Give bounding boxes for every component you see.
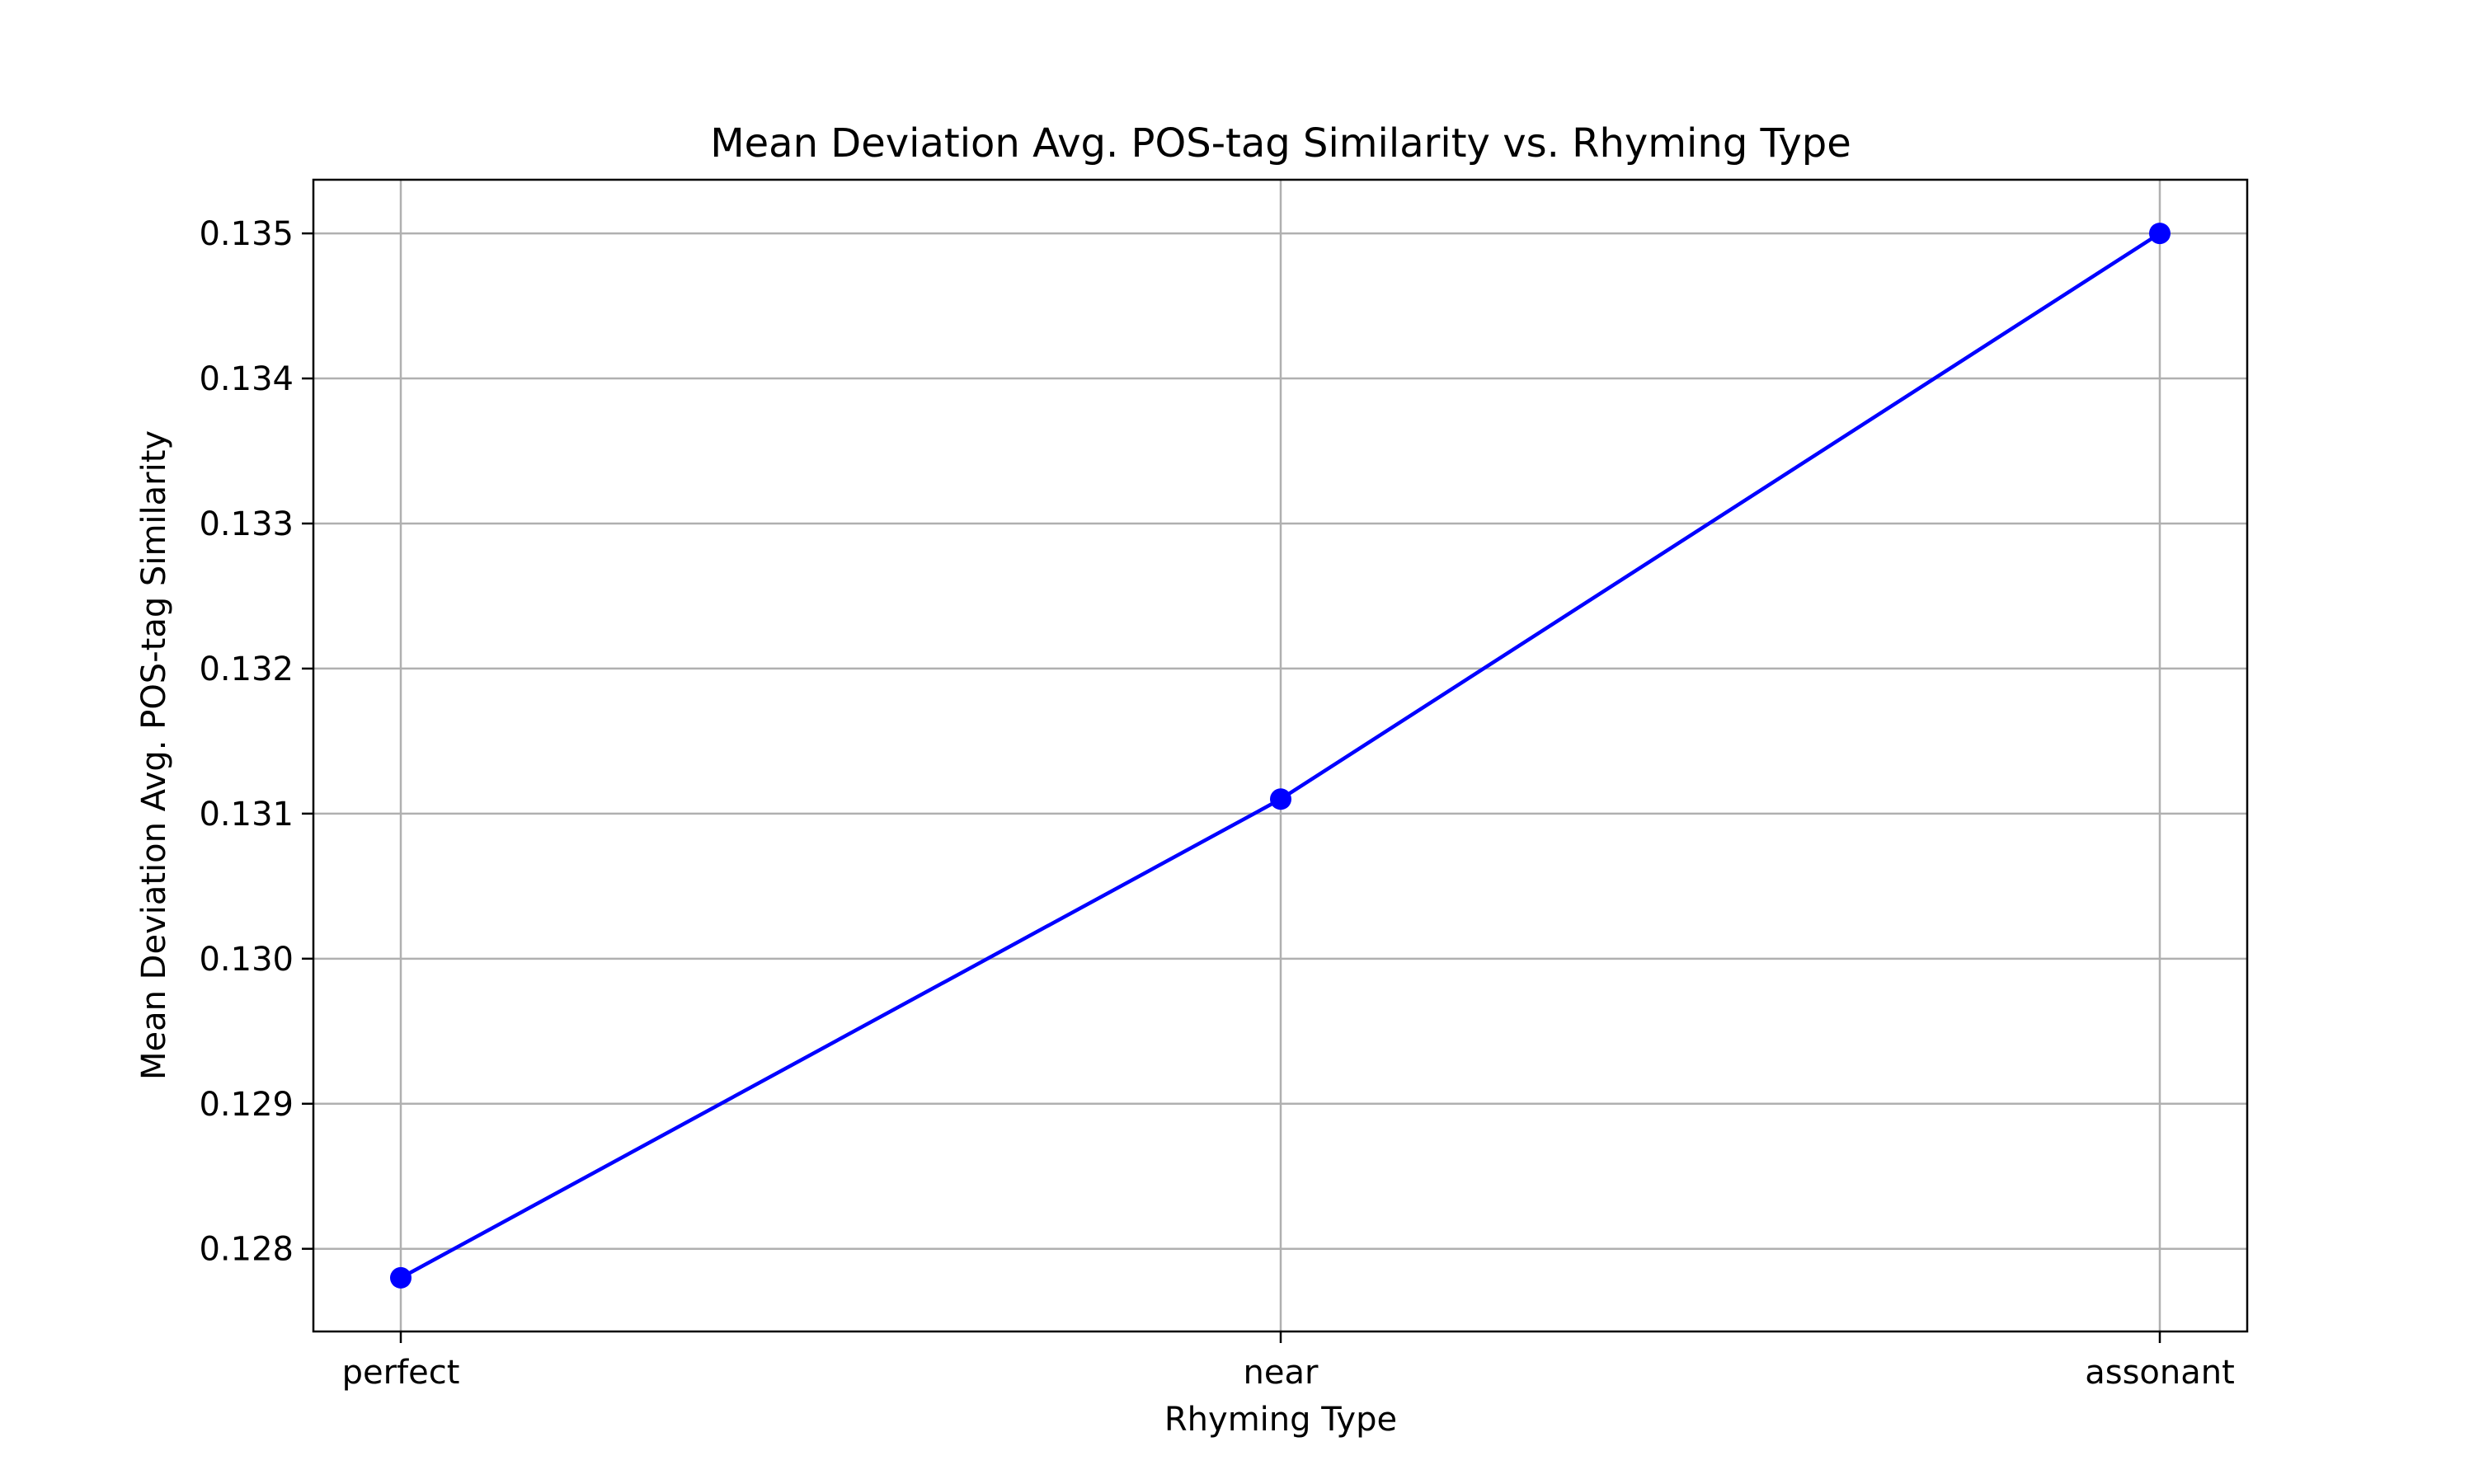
y-tick-label: 0.132 [199,650,294,688]
x-axis-label: Rhyming Type [1164,1401,1397,1439]
y-tick-label: 0.134 [199,360,294,398]
y-tick-label: 0.128 [199,1231,294,1269]
data-point-assonant [2149,223,2171,245]
chart-title: Mean Deviation Avg. POS-tag Similarity v… [710,120,1851,167]
y-tick-label: 0.130 [199,941,294,979]
ticks-layer: 0.128 0.129 0.130 0.131 0.132 0.133 0.134 0.135… [199,215,2234,1392]
grid-layer [313,180,2247,1331]
y-tick-label: 0.131 [199,796,294,834]
y-tick-label: 0.135 [199,215,294,253]
x-tick-label: near [1244,1354,1319,1392]
y-axis-label: Mean Deviation Avg. POS-tag Similarity [135,430,173,1080]
x-tick-label: assonant [2085,1354,2235,1392]
plot-frame [312,178,2249,1333]
y-tick-label: 0.129 [199,1086,294,1124]
x-tick-label: perfect [342,1354,460,1392]
data-point-near [1270,788,1291,810]
series-layer [390,223,2171,1289]
y-tick-label: 0.133 [199,505,294,543]
data-point-perfect [390,1266,412,1289]
